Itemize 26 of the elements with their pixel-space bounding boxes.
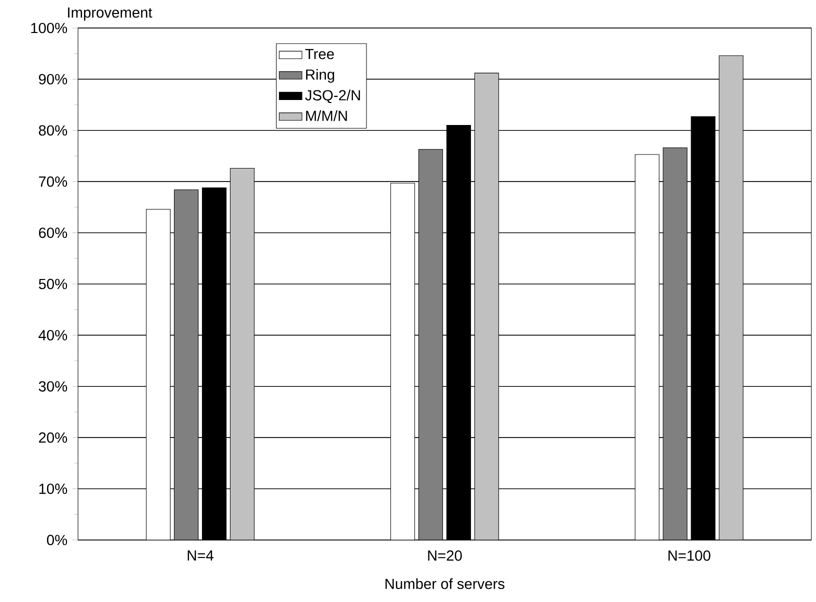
y-tick-label: 20%: [38, 432, 68, 443]
x-tick-label: N=100: [668, 550, 710, 561]
y-tick-label: 70%: [39, 176, 68, 187]
y-tick-label: 0%: [46, 534, 68, 546]
y-tick-label: 60%: [39, 228, 68, 238]
y-tick-label: 50%: [38, 278, 68, 290]
legend-label: Tree: [305, 48, 334, 60]
legend-label: JSQ-2/N: [305, 90, 360, 104]
y-tick-label: 40%: [38, 330, 68, 340]
bar: [418, 149, 443, 540]
bar: [474, 72, 499, 540]
legend-label: Ring: [306, 69, 334, 83]
x-tick-label: N=20: [428, 550, 462, 561]
x-tick-label: N=4: [188, 550, 214, 560]
y-axis-title: Improvement: [68, 7, 152, 21]
y-tick-label: 10%: [39, 484, 68, 494]
x-axis-title: Number of servers: [386, 578, 504, 590]
bar: [718, 55, 744, 540]
legend-label: M/M/N: [306, 110, 347, 122]
y-tick-label: 100%: [31, 22, 68, 34]
y-tick-label: 90%: [38, 74, 68, 84]
bar: [174, 190, 198, 540]
y-tick-label: 30%: [38, 381, 68, 392]
y-tick-label: 80%: [38, 125, 68, 136]
bar: [230, 168, 254, 540]
bar: [662, 148, 688, 540]
